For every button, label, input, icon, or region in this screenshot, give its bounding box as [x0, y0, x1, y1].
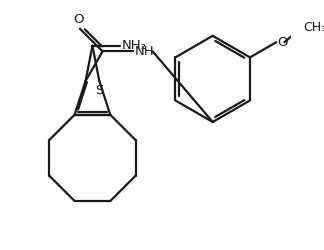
Text: NH₂: NH₂: [122, 39, 146, 52]
Text: S: S: [95, 84, 103, 98]
Text: NH: NH: [135, 45, 154, 58]
Text: O: O: [73, 13, 83, 26]
Text: CH₃: CH₃: [304, 20, 324, 34]
Text: O: O: [277, 36, 288, 49]
